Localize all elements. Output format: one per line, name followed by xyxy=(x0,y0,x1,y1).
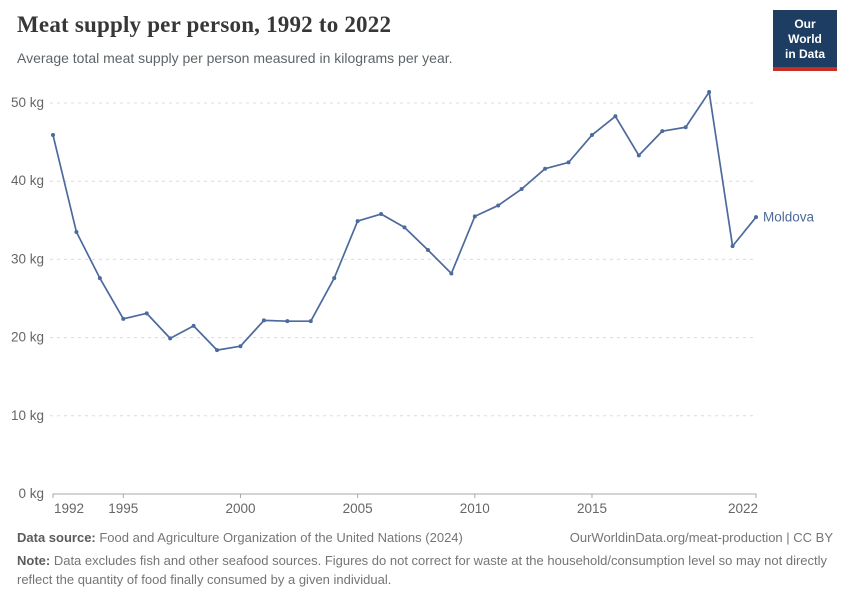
data-point[interactable] xyxy=(215,348,220,353)
data-point[interactable] xyxy=(636,153,641,158)
data-point[interactable] xyxy=(144,311,149,316)
x-tick-label[interactable]: 2015 xyxy=(577,501,607,516)
data-point[interactable] xyxy=(730,244,735,249)
data-point[interactable] xyxy=(355,219,360,224)
data-point[interactable] xyxy=(613,114,618,119)
x-tick-label[interactable]: 2022 xyxy=(728,501,758,516)
data-point[interactable] xyxy=(121,316,126,321)
y-tick-label: 50 kg xyxy=(11,95,44,110)
chart-note: Note: Data excludes fish and other seafo… xyxy=(17,551,833,589)
data-point[interactable] xyxy=(168,336,173,341)
x-tick-label[interactable]: 1992 xyxy=(54,501,84,516)
y-tick-label: 30 kg xyxy=(11,251,44,266)
chart-footer: Data source: Food and Agriculture Organi… xyxy=(17,530,833,589)
data-point[interactable] xyxy=(308,319,313,324)
data-point[interactable] xyxy=(589,133,594,138)
data-point[interactable] xyxy=(238,344,243,349)
x-tick-label[interactable]: 2005 xyxy=(343,501,373,516)
data-point[interactable] xyxy=(472,214,477,219)
data-point[interactable] xyxy=(449,271,454,276)
data-point[interactable] xyxy=(566,160,571,165)
data-point[interactable] xyxy=(425,248,430,253)
x-tick-label[interactable]: 2000 xyxy=(225,501,255,516)
data-point[interactable] xyxy=(51,133,55,138)
y-tick-label: 20 kg xyxy=(11,330,44,345)
owid-logo-line2: in Data xyxy=(784,47,825,61)
note-text: Data excludes fish and other seafood sou… xyxy=(17,553,828,587)
data-point[interactable] xyxy=(519,187,524,192)
owid-logo-line1: Our World xyxy=(788,17,822,46)
data-source-text: Food and Agriculture Organization of the… xyxy=(95,530,463,545)
data-point[interactable] xyxy=(660,129,665,134)
data-source: Data source: Food and Agriculture Organi… xyxy=(17,530,463,545)
data-point[interactable] xyxy=(707,90,712,95)
data-point[interactable] xyxy=(379,212,384,217)
data-point[interactable] xyxy=(332,276,337,281)
data-point[interactable] xyxy=(285,319,290,324)
data-point[interactable] xyxy=(261,318,266,323)
note-label: Note: xyxy=(17,553,51,568)
y-tick-label: 0 kg xyxy=(18,486,44,501)
owid-logo[interactable]: Our World in Data xyxy=(773,10,837,71)
data-point[interactable] xyxy=(543,166,548,171)
y-tick-label: 10 kg xyxy=(11,408,44,423)
series-label-moldova[interactable]: Moldova xyxy=(763,210,815,225)
attribution-link[interactable]: OurWorldinData.org/meat-production | CC … xyxy=(569,530,833,545)
x-tick-label[interactable]: 2010 xyxy=(460,501,490,516)
page-subtitle: Average total meat supply per person mea… xyxy=(17,50,453,66)
x-tick-label[interactable]: 1995 xyxy=(108,501,138,516)
x-axis xyxy=(52,493,757,498)
page-title: Meat supply per person, 1992 to 2022 xyxy=(17,12,392,37)
data-point[interactable] xyxy=(97,276,102,281)
data-point[interactable] xyxy=(683,125,688,130)
y-tick-label: 40 kg xyxy=(11,173,44,188)
data-point[interactable] xyxy=(402,225,407,230)
data-point[interactable] xyxy=(191,323,196,328)
data-point[interactable] xyxy=(74,230,79,235)
data-source-label: Data source: xyxy=(17,530,96,545)
data-point[interactable] xyxy=(496,203,501,208)
data-point[interactable] xyxy=(754,215,758,220)
data-line-moldova[interactable] xyxy=(52,91,757,351)
